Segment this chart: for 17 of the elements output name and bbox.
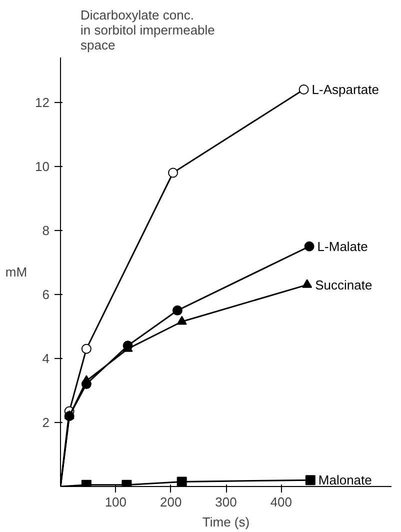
series-label: Malonate bbox=[318, 472, 372, 488]
y-tick-label: 2 bbox=[42, 414, 50, 430]
y-tick-label: 12 bbox=[35, 94, 50, 110]
x-axis-title: Time (s) bbox=[202, 514, 250, 530]
x-tick-label: 100 bbox=[104, 494, 127, 510]
series-label: L-Aspartate bbox=[312, 82, 379, 98]
series-label: L-Malate bbox=[317, 238, 368, 254]
series-label: Succinate bbox=[315, 277, 372, 292]
y-tick-label: 6 bbox=[42, 286, 50, 302]
y-tick-label: 4 bbox=[42, 350, 50, 366]
y-tick-label: 8 bbox=[42, 222, 50, 238]
y-axis-title: mM bbox=[5, 264, 28, 280]
x-tick-label: 300 bbox=[215, 494, 237, 510]
y-tick-label: 10 bbox=[35, 158, 50, 174]
x-tick-label: 400 bbox=[270, 494, 292, 510]
chart-title: Dicarboxylate conc. in sorbitol impermeable space bbox=[80, 8, 215, 52]
x-tick-label: 200 bbox=[160, 494, 182, 510]
